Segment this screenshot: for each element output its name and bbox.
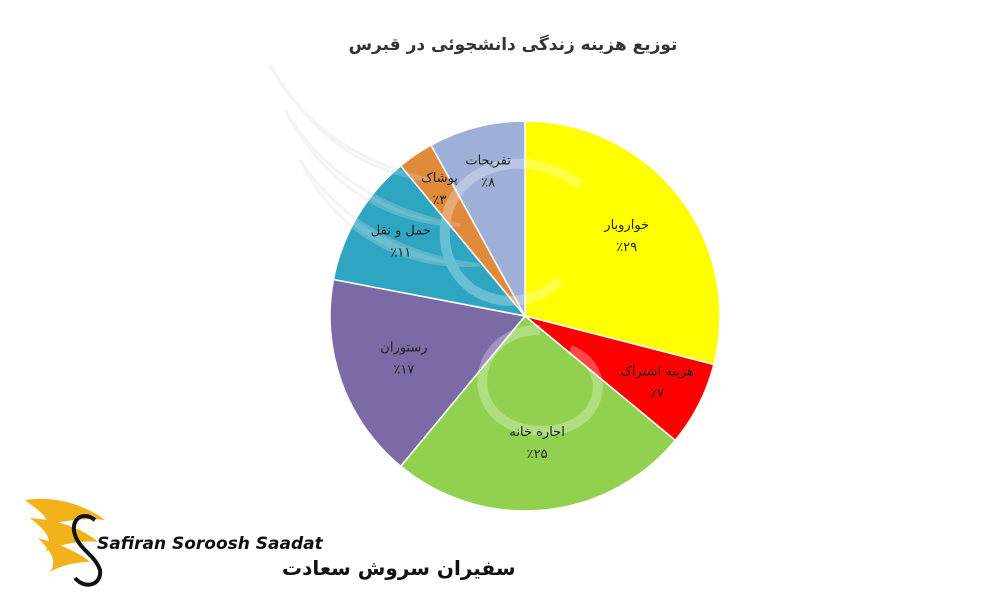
slice-label: اجاره خانه (509, 425, 564, 440)
golden-wing-swan-icon (25, 498, 105, 587)
pie-slice (332, 164, 527, 318)
pie-slice (399, 314, 677, 512)
slice-label: تفریحات (465, 153, 511, 168)
slice-labels: خواروبار ٪۲۹ هزینه اشتراک ٪۷ اجاره خانه ٪۲۵ رس… (371, 153, 694, 462)
slice-percent: ٪۲۵ (527, 447, 548, 462)
wing-swan-watermark-icon (268, 64, 603, 436)
brand-name-latin: Safiran Soroosh Saadat (97, 534, 324, 554)
slice-percent: ٪۸ (481, 175, 495, 190)
pie-slice (524, 120, 721, 366)
pie-slice (430, 120, 526, 317)
slice-label: رستوران (380, 341, 427, 356)
slice-label: هزینه اشتراک (620, 364, 694, 379)
pie-slice (329, 278, 527, 468)
slice-label: پوشاک (421, 171, 458, 186)
brand-name-persian: سفیران سروش سعادت (282, 556, 516, 580)
slice-percent: ٪۷ (650, 386, 664, 401)
pie-slices (329, 120, 721, 512)
slice-percent: ٪۱۷ (393, 363, 414, 378)
chart-title: توزیع هزینه زندگی دانشجوئی در قبرس (349, 34, 678, 55)
slice-label: حمل و نقل (371, 224, 431, 239)
slice-percent: ٪۲۹ (616, 240, 637, 255)
slice-label: خواروبار (603, 218, 649, 233)
slice-percent: ٪۳ (433, 193, 447, 208)
slice-percent: ٪۱۱ (390, 246, 411, 261)
